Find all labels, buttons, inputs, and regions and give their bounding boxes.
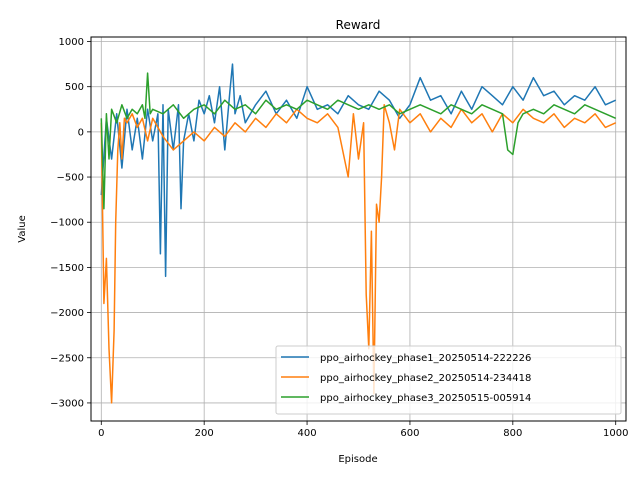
y-tick-label: −3000 xyxy=(50,398,84,409)
legend-label-2: ppo_airhockey_phase2_20250514-234418 xyxy=(320,373,531,384)
legend-label-3: ppo_airhockey_phase3_20250515-005914 xyxy=(320,393,531,404)
ticks: 0 200 400 600 800 1000 −3000 −2500 −2000 −1500 −10… xyxy=(50,37,628,439)
y-tick-label: −2500 xyxy=(50,353,84,364)
y-tick-label: 1000 xyxy=(59,37,84,48)
legend-box xyxy=(275,345,622,415)
legend-label-1: ppo_airhockey_phase1_20250514-222226 xyxy=(320,353,531,364)
y-axis-label: Value xyxy=(17,215,28,242)
y-tick-label: −1500 xyxy=(50,263,84,274)
y-tick-label: −2000 xyxy=(50,308,84,319)
x-axis-label: Episode xyxy=(338,454,377,465)
y-tick-label: 500 xyxy=(65,82,84,93)
series-layer xyxy=(100,63,617,404)
plot-frame xyxy=(90,36,627,422)
series-line-2 xyxy=(100,104,617,404)
x-tick-label: 800 xyxy=(503,428,522,439)
series-line-1 xyxy=(100,63,617,278)
x-tick-label: 600 xyxy=(400,428,419,439)
x-tick-label: 0 xyxy=(98,428,104,439)
chart-title: Reward xyxy=(336,18,381,32)
y-tick-label: −1000 xyxy=(50,218,84,229)
y-tick-label: −500 xyxy=(57,173,84,184)
x-tick-label: 200 xyxy=(195,428,214,439)
y-tick-label: 0 xyxy=(78,127,84,138)
series-line-3 xyxy=(100,72,617,210)
x-tick-label: 1000 xyxy=(603,428,628,439)
legend: ppo_airhockey_phase1_20250514-222226 ppo_… xyxy=(275,345,622,415)
x-tick-label: 400 xyxy=(298,428,317,439)
